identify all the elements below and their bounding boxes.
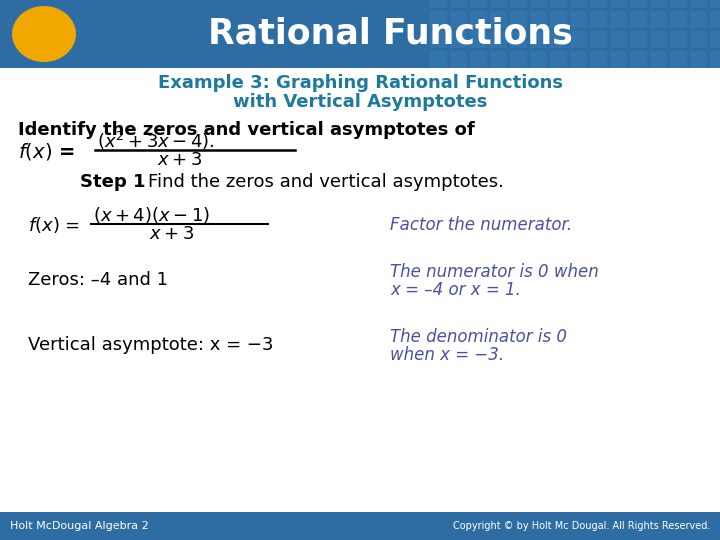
Bar (530, 51, 547, 68)
Bar (430, 31, 447, 48)
Bar (550, 51, 567, 68)
Bar (590, 31, 607, 48)
Text: Vertical asymptote: x = −3: Vertical asymptote: x = −3 (28, 336, 274, 354)
Bar (650, 51, 667, 68)
Text: x = –4 or x = 1.: x = –4 or x = 1. (390, 281, 521, 299)
Bar (670, 51, 687, 68)
Bar (470, 31, 487, 48)
Bar (470, 51, 487, 68)
Bar (710, 31, 720, 48)
Bar (710, 11, 720, 28)
Bar (0, 512, 720, 540)
Bar (650, 11, 667, 28)
Text: Copyright © by Holt Mc Dougal. All Rights Reserved.: Copyright © by Holt Mc Dougal. All Right… (453, 521, 710, 531)
Text: The numerator is 0 when: The numerator is 0 when (390, 263, 599, 281)
Bar (490, 11, 507, 28)
Bar (670, 11, 687, 28)
Bar (610, 0, 627, 8)
Bar (630, 11, 647, 28)
Bar (710, 0, 720, 8)
Text: Identify the zeros and vertical asymptotes of: Identify the zeros and vertical asymptot… (18, 121, 474, 139)
Text: $x + 3$: $x + 3$ (149, 225, 194, 243)
Bar (470, 11, 487, 28)
Bar (430, 51, 447, 68)
Bar (610, 11, 627, 28)
Text: $f(x)$ =: $f(x)$ = (18, 140, 75, 161)
Text: Rational Functions: Rational Functions (207, 17, 572, 51)
Bar (650, 31, 667, 48)
Bar (510, 0, 527, 8)
Text: $(x + 4)(x - 1)$: $(x + 4)(x - 1)$ (93, 205, 210, 225)
Bar (450, 11, 467, 28)
Bar (510, 11, 527, 28)
Bar (690, 31, 707, 48)
Bar (450, 51, 467, 68)
Text: The denominator is 0: The denominator is 0 (390, 328, 567, 346)
Bar (590, 0, 607, 8)
Bar (550, 31, 567, 48)
Bar (510, 31, 527, 48)
Text: $f(x)$ =: $f(x)$ = (28, 215, 80, 235)
Bar (550, 0, 567, 8)
Bar (530, 11, 547, 28)
Bar (610, 51, 627, 68)
Bar (570, 0, 587, 8)
Text: Find the zeros and vertical asymptotes.: Find the zeros and vertical asymptotes. (148, 173, 504, 191)
Bar (490, 0, 507, 8)
Bar (650, 0, 667, 8)
Bar (530, 31, 547, 48)
Bar (710, 51, 720, 68)
Bar (490, 31, 507, 48)
Bar (570, 11, 587, 28)
Text: with Vertical Asymptotes: with Vertical Asymptotes (233, 93, 487, 111)
Bar (610, 31, 627, 48)
Bar (470, 0, 487, 8)
Bar (590, 51, 607, 68)
Bar (0, 0, 720, 68)
Bar (570, 31, 587, 48)
Text: Step 1: Step 1 (80, 173, 145, 191)
Text: $x + 3$: $x + 3$ (158, 151, 202, 169)
Text: $(x^2 + 3x - 4).$: $(x^2 + 3x - 4).$ (97, 130, 215, 152)
Bar (510, 51, 527, 68)
Bar (530, 0, 547, 8)
Bar (550, 11, 567, 28)
Bar (630, 0, 647, 8)
Bar (690, 0, 707, 8)
Bar (670, 0, 687, 8)
Bar (670, 31, 687, 48)
Bar (690, 11, 707, 28)
Bar (430, 0, 447, 8)
Bar (630, 51, 647, 68)
Text: when x = −3.: when x = −3. (390, 346, 504, 364)
Bar (490, 51, 507, 68)
Bar (690, 51, 707, 68)
Bar (430, 11, 447, 28)
Bar (450, 0, 467, 8)
Bar (590, 11, 607, 28)
Text: Example 3: Graphing Rational Functions: Example 3: Graphing Rational Functions (158, 74, 562, 92)
Text: Zeros: –4 and 1: Zeros: –4 and 1 (28, 271, 168, 289)
Text: Factor the numerator.: Factor the numerator. (390, 216, 572, 234)
Bar (630, 31, 647, 48)
Bar (450, 31, 467, 48)
Bar (570, 51, 587, 68)
Ellipse shape (12, 6, 76, 62)
Text: Holt McDougal Algebra 2: Holt McDougal Algebra 2 (10, 521, 149, 531)
